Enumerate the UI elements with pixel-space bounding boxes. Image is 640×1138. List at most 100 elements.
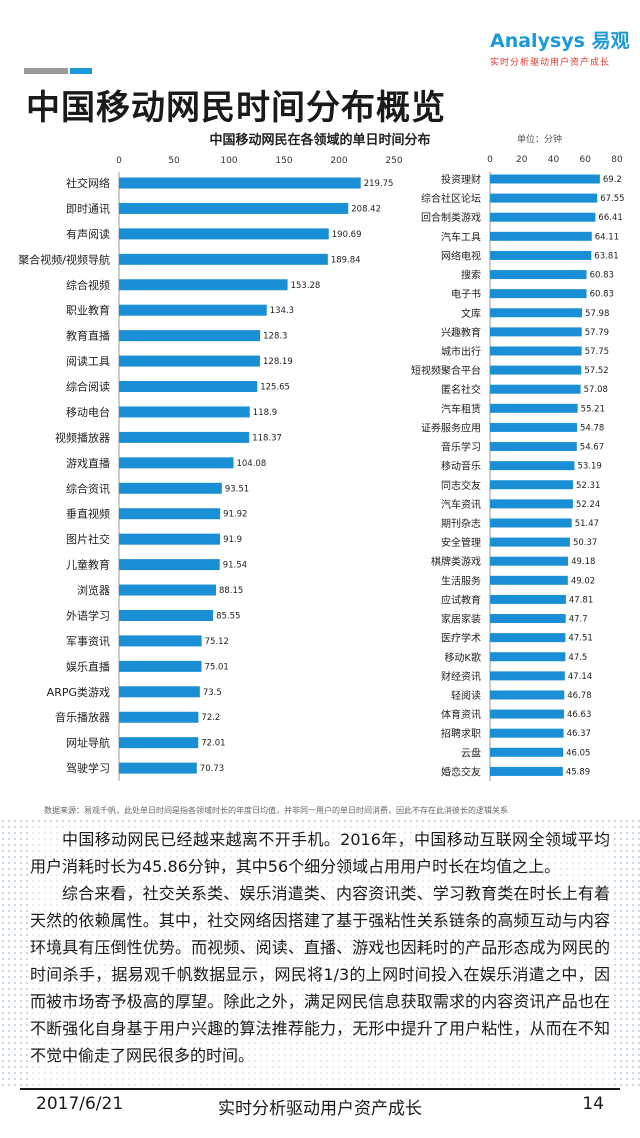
- chart1-category-label: 阅读工具: [66, 354, 110, 368]
- chart2-bar: [490, 212, 596, 222]
- chart1-tick-label: 200: [330, 156, 347, 166]
- chart2-bar: [490, 442, 577, 452]
- chart2-bar: [490, 289, 587, 299]
- chart1-tick-label: 150: [275, 156, 292, 166]
- chart2-value-label: 60.83: [590, 271, 614, 281]
- chart1-bar: [119, 533, 221, 545]
- chart2-bar: [490, 537, 570, 547]
- chart2-value-label: 52.24: [576, 500, 600, 510]
- chart2-value-label: 52.31: [576, 481, 600, 491]
- chart2-bar: [490, 728, 564, 738]
- chart2-bar: [490, 461, 575, 471]
- chart2-value-label: 55.21: [581, 404, 605, 414]
- chart1-category-label: 职业教育: [66, 303, 110, 317]
- chart2-value-label: 51.47: [575, 519, 599, 529]
- chart2-category-label: 移动K歌: [444, 651, 481, 664]
- chart1-bar: [119, 431, 250, 443]
- chart1-category-label: ARPG类游戏: [47, 685, 110, 699]
- page-number: 14: [582, 1094, 604, 1114]
- chart1-bar: [119, 508, 221, 520]
- chart1-bar: [119, 635, 202, 647]
- chart2-bar: [490, 671, 565, 681]
- analysys-logo: Analysys 易观 实时分析驱动用户资产成长: [490, 26, 630, 72]
- article-paragraph-1: 中国移动网民已经越来越离不开手机。2016年，中国移动互联网全领域平均用户消耗时…: [30, 830, 610, 876]
- unit-label: 单位：分钟: [517, 135, 563, 145]
- chart1-bar: [119, 202, 349, 214]
- chart1-category-label: 娱乐直播: [66, 659, 110, 673]
- chart1-category-label: 教育直播: [66, 329, 110, 343]
- chart1-value-label: 118.9: [253, 408, 277, 418]
- chart2-bar: [490, 518, 572, 528]
- chart2-tick-label: 60: [580, 155, 592, 165]
- chart1-value-label: 91.92: [223, 510, 247, 520]
- chart2-bar: [490, 499, 573, 509]
- chart2-value-label: 46.63: [567, 710, 591, 720]
- footer-divider: [20, 1088, 620, 1090]
- title-accent-gray: [24, 68, 68, 74]
- chart1-bar: [119, 279, 288, 291]
- chart2-bar: [490, 480, 574, 490]
- chart1-category-label: 网址导航: [66, 736, 110, 750]
- chart1-bar: [119, 177, 361, 189]
- chart1-value-label: 88.15: [219, 586, 243, 596]
- chart1-value-label: 134.3: [270, 306, 294, 316]
- chart2-bar: [490, 384, 581, 394]
- chart1-value-label: 118.37: [252, 433, 282, 443]
- chart1-value-label: 91.9: [223, 535, 242, 545]
- chart2-bar: [490, 633, 566, 643]
- chart2-tick-label: 80: [611, 155, 623, 165]
- chart1-value-label: 85.55: [216, 611, 240, 621]
- chart2-bar: [490, 594, 566, 604]
- chart1-tick-label: 100: [220, 156, 237, 166]
- chart2-value-label: 57.52: [584, 366, 608, 376]
- chart2-bar: [490, 308, 583, 318]
- chart2-category-label: 安全管理: [441, 536, 481, 549]
- source-note: 数据来源：易观千帆，此处单日时间是指各领域时长的年度日均值，并非同一用户的单日时…: [44, 806, 508, 815]
- chart2-bar: [490, 690, 565, 700]
- page-title: 中国移动网民时间分布概览: [26, 88, 446, 128]
- chart2-category-label: 云盘: [461, 746, 481, 759]
- chart1-category-label: 浏览器: [77, 583, 110, 597]
- chart2-category-label: 证券服务应用: [421, 421, 481, 434]
- chart1-value-label: 70.73: [200, 764, 224, 774]
- chart1-category-label: 视频播放器: [55, 430, 110, 444]
- chart1-bar: [119, 482, 222, 494]
- chart2-category-label: 音乐学习: [441, 441, 481, 454]
- chart1-value-label: 75.01: [205, 662, 229, 672]
- chart2-category-label: 移动音乐: [441, 460, 481, 473]
- chart1-category-label: 游戏直播: [66, 456, 110, 470]
- chart2-category-label: 应试教育: [441, 593, 481, 606]
- chart2-value-label: 47.5: [568, 653, 587, 663]
- chart1-value-label: 219.75: [364, 179, 394, 189]
- chart2-category-label: 婚恋交友: [441, 765, 481, 778]
- chart1-category-label: 外语学习: [66, 608, 110, 622]
- chart1-value-label: 153.28: [291, 281, 321, 291]
- chart1-value-label: 91.54: [223, 561, 247, 571]
- chart2-category-label: 同志交友: [441, 479, 481, 492]
- chart2-bar: [490, 652, 566, 662]
- chart1-category-label: 移动电台: [66, 405, 110, 419]
- chart1-category-label: 驾驶学习: [66, 761, 110, 775]
- chart1-bar: [119, 609, 214, 621]
- chart1-value-label: 75.12: [205, 637, 229, 647]
- chart2-category-label: 综合社区论坛: [421, 192, 481, 205]
- chart2-category-label: 轻阅读: [451, 689, 481, 702]
- chart1-category-label: 军事资讯: [66, 635, 110, 648]
- chart2-bar: [490, 346, 582, 356]
- chart2-category-label: 投资理财: [441, 173, 481, 186]
- chart2-value-label: 67.55: [600, 194, 624, 204]
- chart1-value-label: 208.42: [351, 204, 381, 214]
- chart2-category-label: 城市出行: [441, 345, 481, 358]
- chart2-value-label: 49.02: [571, 576, 595, 586]
- chart2-tick-label: 40: [548, 155, 560, 165]
- logo-text: Analysys 易观: [490, 30, 630, 52]
- chart1-bar: [119, 584, 216, 596]
- chart2-value-label: 57.75: [585, 347, 609, 357]
- chart2-category-label: 体育资讯: [441, 708, 481, 721]
- chart2-value-label: 60.83: [590, 290, 614, 300]
- chart1-value-label: 128.3: [263, 332, 287, 342]
- article-section: 中国移动网民已经越来越离不开手机。2016年，中国移动互联网全领域平均用户消耗时…: [0, 818, 640, 1090]
- chart2-bar: [490, 250, 592, 260]
- chart2-bar: [490, 193, 598, 203]
- chart2-value-label: 57.98: [585, 309, 609, 319]
